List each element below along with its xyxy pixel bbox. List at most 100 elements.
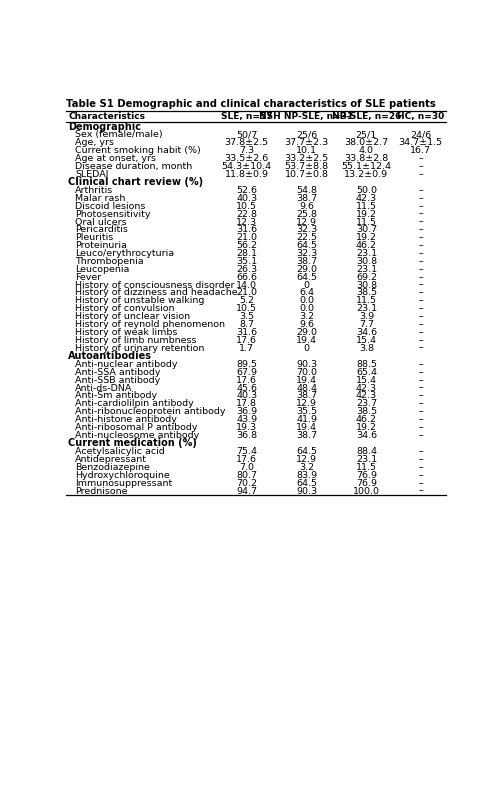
Text: –: –	[418, 249, 423, 258]
Text: 4.0: 4.0	[359, 146, 374, 155]
Text: 23.1: 23.1	[356, 249, 377, 258]
Text: 0: 0	[304, 280, 310, 290]
Text: History of weak limbs: History of weak limbs	[75, 328, 178, 337]
Text: Thrombopenia: Thrombopenia	[75, 257, 144, 266]
Text: 11.8±0.9: 11.8±0.9	[225, 170, 269, 179]
Text: 5.2: 5.2	[240, 296, 254, 305]
Text: 88.4: 88.4	[356, 447, 377, 456]
Text: Age at onset, yrs: Age at onset, yrs	[75, 154, 156, 163]
Text: Anti-nuclear antibody: Anti-nuclear antibody	[75, 360, 178, 369]
Text: –: –	[418, 360, 423, 369]
Text: 35.1: 35.1	[236, 257, 258, 266]
Text: Anti-Sm antibody: Anti-Sm antibody	[75, 391, 157, 401]
Text: 19.2: 19.2	[356, 423, 377, 432]
Text: 3.8: 3.8	[359, 344, 374, 353]
Text: 19.4: 19.4	[296, 375, 317, 385]
Text: 38.7: 38.7	[296, 430, 317, 440]
Text: 17.6: 17.6	[236, 455, 258, 464]
Text: 33.5±2.6: 33.5±2.6	[224, 154, 269, 163]
Text: 38.5: 38.5	[356, 288, 377, 297]
Text: 41.9: 41.9	[296, 415, 317, 424]
Text: 69.2: 69.2	[356, 272, 377, 282]
Text: 10.1: 10.1	[296, 146, 317, 155]
Text: 48.4: 48.4	[296, 383, 317, 393]
Text: 16.7: 16.7	[410, 146, 431, 155]
Text: 7.7: 7.7	[359, 320, 374, 329]
Text: –: –	[418, 304, 423, 313]
Text: 23.1: 23.1	[356, 264, 377, 274]
Text: –: –	[418, 241, 423, 250]
Text: Sex (female/male): Sex (female/male)	[75, 130, 162, 139]
Text: 17.6: 17.6	[236, 336, 258, 345]
Text: 14.0: 14.0	[236, 280, 258, 290]
Text: Acetylsalicylic acid: Acetylsalicylic acid	[75, 447, 164, 456]
Text: 34.6: 34.6	[356, 430, 377, 440]
Text: Disease duration, month: Disease duration, month	[75, 162, 192, 171]
Text: 0: 0	[304, 344, 310, 353]
Text: 94.7: 94.7	[236, 486, 258, 496]
Text: 54.3±10.4: 54.3±10.4	[222, 162, 272, 171]
Text: 21.0: 21.0	[236, 288, 258, 297]
Text: 38.0±2.7: 38.0±2.7	[344, 138, 389, 147]
Text: 23.7: 23.7	[356, 399, 377, 408]
Text: 26.3: 26.3	[236, 264, 258, 274]
Text: –: –	[418, 447, 423, 456]
Text: 56.2: 56.2	[236, 241, 258, 250]
Text: Prednisone: Prednisone	[75, 486, 128, 496]
Text: 30.7: 30.7	[356, 225, 377, 235]
Text: 100.0: 100.0	[353, 486, 380, 496]
Text: 55.1±12.4: 55.1±12.4	[342, 162, 392, 171]
Text: 37.7±2.3: 37.7±2.3	[284, 138, 329, 147]
Text: 1.7: 1.7	[240, 344, 254, 353]
Text: –: –	[418, 471, 423, 480]
Text: 31.6: 31.6	[236, 225, 258, 235]
Text: Anti-SSB antibody: Anti-SSB antibody	[75, 375, 160, 385]
Text: –: –	[418, 170, 423, 179]
Text: 52.6: 52.6	[236, 186, 258, 195]
Text: 17.6: 17.6	[236, 375, 258, 385]
Text: 40.3: 40.3	[236, 391, 258, 401]
Text: 22.8: 22.8	[236, 209, 258, 219]
Text: Hydroxychloroquine: Hydroxychloroquine	[75, 471, 170, 480]
Text: –: –	[418, 336, 423, 345]
Text: History of reynold phenomenon: History of reynold phenomenon	[75, 320, 225, 329]
Text: 7.0: 7.0	[240, 463, 254, 472]
Text: Anti-nucleosome antibody: Anti-nucleosome antibody	[75, 430, 199, 440]
Text: 11.5: 11.5	[356, 217, 377, 227]
Text: 21.0: 21.0	[236, 233, 258, 242]
Text: 53.7±8.8: 53.7±8.8	[284, 162, 329, 171]
Text: 83.9: 83.9	[296, 471, 317, 480]
Text: 38.7: 38.7	[296, 194, 317, 203]
Text: NP-SLE, n=26: NP-SLE, n=26	[332, 113, 401, 121]
Text: 66.6: 66.6	[236, 272, 258, 282]
Text: History of convulsion: History of convulsion	[75, 304, 174, 313]
Text: 15.4: 15.4	[356, 375, 377, 385]
Text: –: –	[418, 264, 423, 274]
Text: Autoantibodies: Autoantibodies	[68, 351, 152, 361]
Text: 32.3: 32.3	[296, 249, 317, 258]
Text: Discoid lesions: Discoid lesions	[75, 201, 146, 211]
Text: 25/1: 25/1	[356, 130, 377, 139]
Text: Anti-ribonucleoprotein antibody: Anti-ribonucleoprotein antibody	[75, 407, 226, 416]
Text: 11.5: 11.5	[356, 463, 377, 472]
Text: SLE, n=57: SLE, n=57	[221, 113, 272, 121]
Text: 33.8±2.8: 33.8±2.8	[344, 154, 389, 163]
Text: –: –	[418, 233, 423, 242]
Text: 46.2: 46.2	[356, 241, 377, 250]
Text: 33.2±2.5: 33.2±2.5	[284, 154, 329, 163]
Text: 13.2±0.9: 13.2±0.9	[344, 170, 389, 179]
Text: Oral ulcers: Oral ulcers	[75, 217, 126, 227]
Text: History of unclear vision: History of unclear vision	[75, 312, 190, 321]
Text: Immunosuppressant: Immunosuppressant	[75, 478, 172, 488]
Text: History of unstable walking: History of unstable walking	[75, 296, 204, 305]
Text: Pericarditis: Pericarditis	[75, 225, 128, 235]
Text: 30.8: 30.8	[356, 257, 377, 266]
Text: 28.1: 28.1	[236, 249, 258, 258]
Text: 10.5: 10.5	[236, 304, 258, 313]
Text: 3.2: 3.2	[299, 463, 314, 472]
Text: –: –	[418, 391, 423, 401]
Text: 24/6: 24/6	[410, 130, 431, 139]
Text: 23.1: 23.1	[356, 304, 377, 313]
Text: 15.4: 15.4	[356, 336, 377, 345]
Text: 36.9: 36.9	[236, 407, 258, 416]
